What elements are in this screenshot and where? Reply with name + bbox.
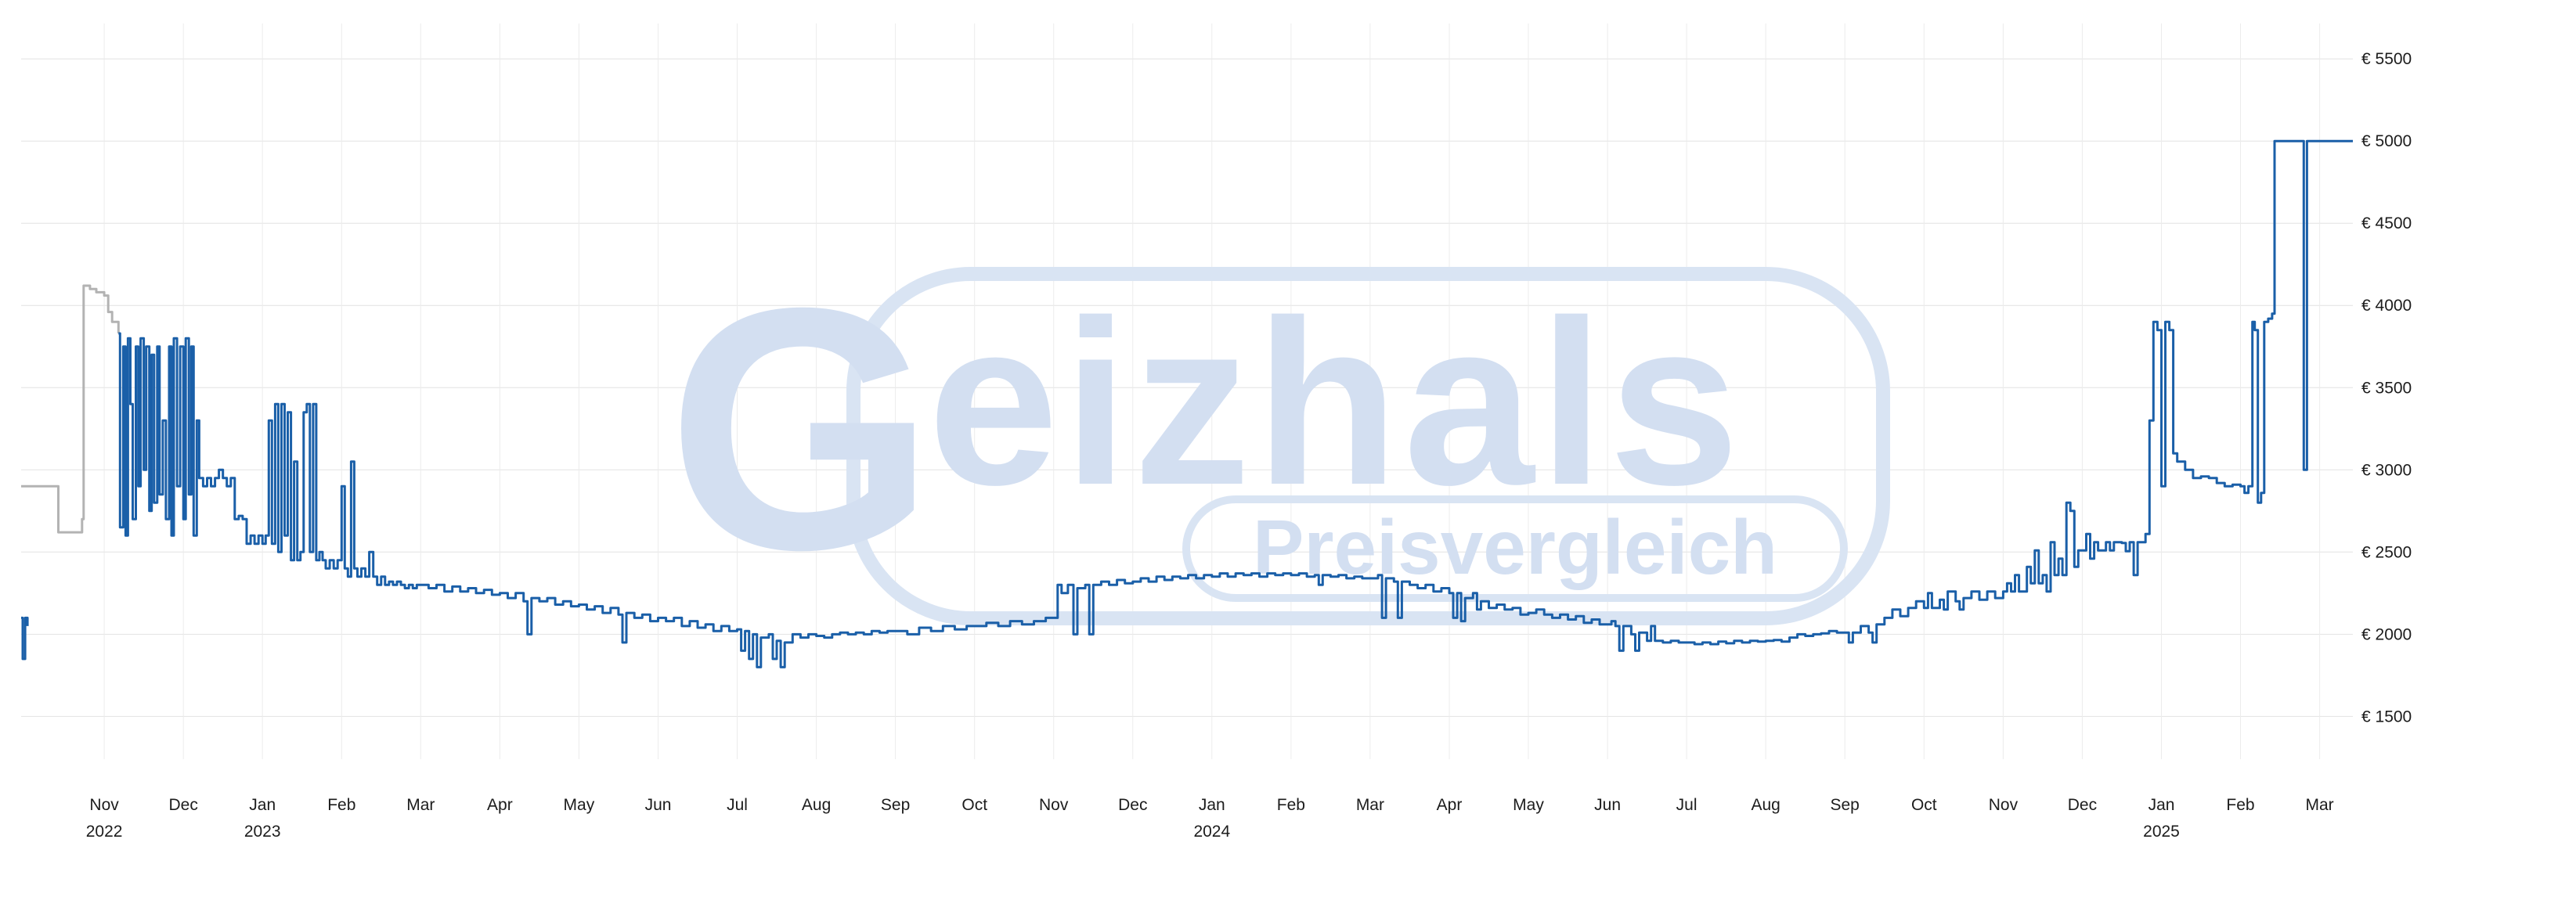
watermark-outer-frame bbox=[846, 267, 1890, 625]
x-tick-label: Jan bbox=[1199, 796, 1225, 814]
x-tick-label: Jun bbox=[1594, 796, 1621, 814]
series-best-price bbox=[118, 139, 2353, 668]
x-tick-label: Aug bbox=[1752, 796, 1780, 814]
watermark-letter-g: G bbox=[667, 237, 935, 621]
y-tick-label: € 4500 bbox=[2361, 214, 2412, 232]
y-tick-label: € 2000 bbox=[2361, 625, 2412, 643]
grid-layer bbox=[21, 23, 2353, 759]
x-tick-label: Mar bbox=[2306, 796, 2334, 814]
x-year-label: 2022 bbox=[86, 823, 123, 841]
watermark-brand-rest: eizhals bbox=[928, 271, 1744, 534]
series-best-price bbox=[21, 616, 29, 661]
axis-labels-layer: Nov 2022 Dec Jan 2023 Feb Mar Apr May Jun Jul Aug Se… bbox=[86, 50, 2412, 841]
y-tick-label: € 2500 bbox=[2361, 543, 2412, 561]
x-tick-label: Apr bbox=[1437, 796, 1463, 814]
x-tick-label: Jun bbox=[645, 796, 672, 814]
x-tick-label: Feb bbox=[1277, 796, 1305, 814]
x-tick-label: Feb bbox=[2226, 796, 2254, 814]
x-tick-label: Oct bbox=[1911, 796, 1937, 814]
series-earlier-offer bbox=[21, 284, 120, 534]
x-tick-label: Apr bbox=[487, 796, 513, 814]
y-tick-label: € 5500 bbox=[2361, 50, 2412, 68]
watermark-subtitle-frame bbox=[1182, 495, 1848, 602]
y-tick-label: € 1500 bbox=[2361, 708, 2412, 726]
x-tick-label: Jul bbox=[727, 796, 748, 814]
x-year-label: 2024 bbox=[1193, 823, 1230, 841]
x-year-label: 2023 bbox=[244, 823, 281, 841]
y-tick-label: € 5000 bbox=[2361, 132, 2412, 150]
x-tick-label: Sep bbox=[881, 796, 910, 814]
x-tick-label: Feb bbox=[327, 796, 355, 814]
x-tick-label: Sep bbox=[1831, 796, 1860, 814]
x-tick-label: Dec bbox=[169, 796, 198, 814]
y-tick-label: € 3000 bbox=[2361, 461, 2412, 479]
x-tick-label: Aug bbox=[802, 796, 831, 814]
y-tick-label: € 4000 bbox=[2361, 297, 2412, 315]
x-tick-label: Jul bbox=[1676, 796, 1697, 814]
x-tick-label: Nov bbox=[1989, 796, 2019, 814]
y-tick-label: € 3500 bbox=[2361, 379, 2412, 397]
geizhals-watermark: G eizhals Preisvergleich bbox=[667, 237, 1890, 625]
x-tick-label: Mar bbox=[406, 796, 435, 814]
x-tick-label: Dec bbox=[2068, 796, 2097, 814]
x-tick-label: Oct bbox=[961, 796, 987, 814]
x-tick-label: May bbox=[1513, 796, 1544, 814]
x-tick-label: Nov bbox=[89, 796, 119, 814]
x-year-label: 2025 bbox=[2143, 823, 2180, 841]
x-tick-label: May bbox=[564, 796, 595, 814]
x-tick-label: Dec bbox=[1118, 796, 1147, 814]
x-tick-label: Nov bbox=[1039, 796, 1069, 814]
series-layer bbox=[21, 139, 2353, 668]
x-tick-label: Jan bbox=[249, 796, 276, 814]
x-tick-label: Mar bbox=[1356, 796, 1384, 814]
x-tick-label: Jan bbox=[2148, 796, 2175, 814]
